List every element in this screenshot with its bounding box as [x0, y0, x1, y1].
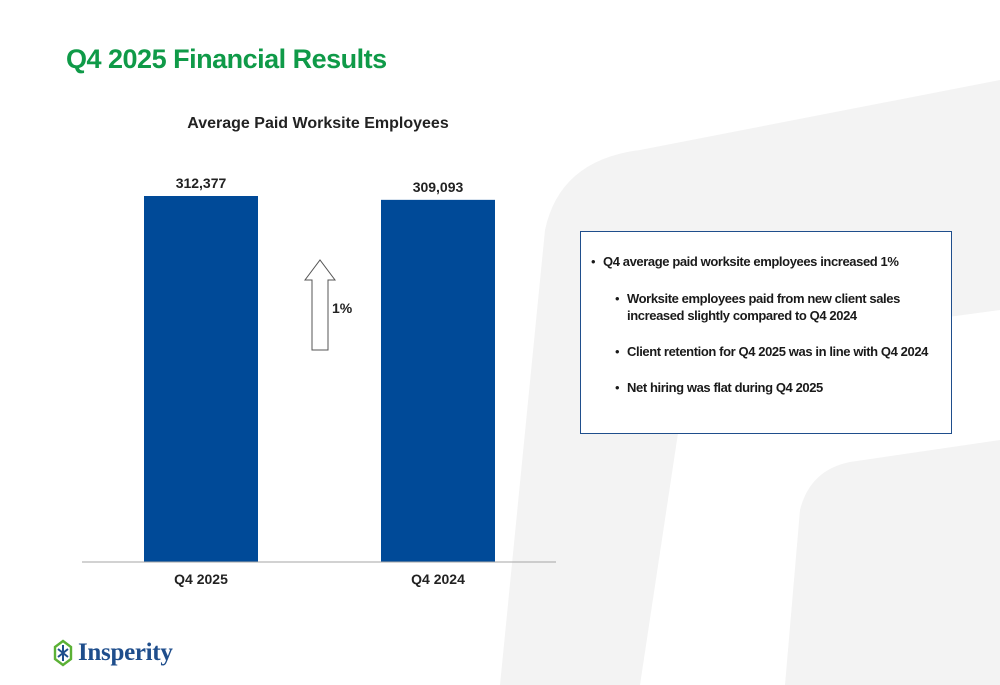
category-label: Q4 2024: [411, 571, 465, 587]
main-point: • Q4 average paid worksite employees incr…: [591, 254, 941, 269]
page-title: Q4 2025 Financial Results: [66, 44, 387, 74]
sub-point-text: Net hiring was flat during Q4 2025: [627, 380, 823, 395]
insperity-logo-icon: [53, 639, 73, 667]
bullet-icon: •: [615, 380, 620, 395]
sub-point: • Worksite employees paid from new client…: [615, 290, 949, 324]
bullet-icon: •: [591, 254, 596, 269]
sub-point: • Net hiring was flat during Q4 2025: [615, 379, 949, 396]
bar-value-label: 312,377: [176, 175, 227, 191]
insperity-logo: Insperity: [52, 636, 173, 670]
category-label: Q4 2025: [174, 571, 228, 587]
bullet-icon: •: [615, 344, 620, 359]
sub-point: • Client retention for Q4 2025 was in lin…: [615, 343, 949, 360]
sub-point-list: • Worksite employees paid from new client…: [615, 290, 949, 415]
sub-point-text: Client retention for Q4 2025 was in line…: [627, 344, 929, 359]
logo-text: Insperity: [78, 639, 173, 666]
bar-q4-2025: [144, 196, 258, 562]
chart-title: Average Paid Worksite Employees: [187, 115, 449, 132]
bullet-icon: •: [615, 291, 620, 306]
main-point-text: Q4 average paid worksite employees incre…: [603, 254, 899, 269]
bar-q4-2024: [381, 199, 495, 563]
notes-box: • Q4 average paid worksite employees incr…: [580, 231, 952, 434]
change-percent-label: 1%: [332, 300, 353, 316]
sub-point-text: Worksite employees paid from new client …: [627, 291, 900, 323]
up-arrow-icon: [304, 259, 336, 351]
bar-value-label: 309,093: [413, 179, 464, 195]
